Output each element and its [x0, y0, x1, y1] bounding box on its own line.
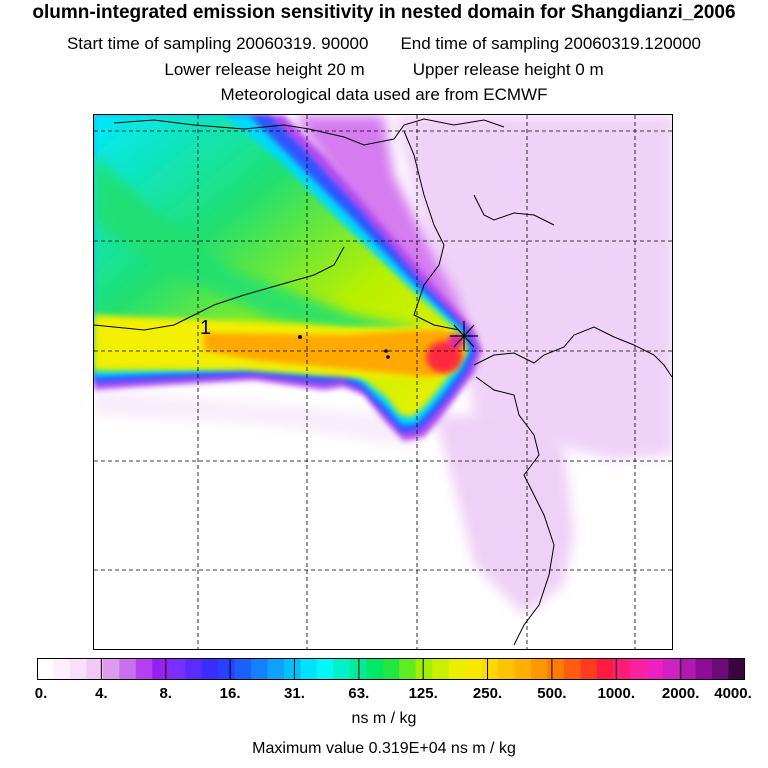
coast-south: [475, 376, 555, 646]
colorbar-tick-label: 16.: [219, 685, 241, 702]
plume-green-stripe: [94, 155, 424, 340]
release-height-line: Lower release height 20 m Upper release h…: [0, 60, 768, 80]
colorbar-cell: [415, 658, 433, 680]
colorbar-cell: [646, 658, 664, 680]
colorbar-cell: [218, 658, 236, 680]
border-west: [94, 246, 345, 331]
met-data-label: Meteorological data used are from ECMWF: [220, 85, 548, 104]
plume-red-core: [426, 341, 462, 373]
colorbar-cell: [69, 658, 87, 680]
colorbar: [37, 658, 745, 680]
colorbar-cell: [168, 658, 186, 680]
colorbar-tick-label: 125.: [408, 685, 438, 702]
end-time-label: End time of sampling 20060319.120000: [400, 34, 702, 53]
colorbar-cell: [283, 658, 302, 680]
sampling-time-line: Start time of sampling 20060319. 90000 En…: [0, 34, 768, 54]
colorbar-cell: [728, 658, 745, 680]
city-dot-1: [298, 335, 302, 339]
lower-release-height-label: Lower release height 20 m: [164, 60, 365, 79]
colorbar-cell: [201, 658, 219, 680]
colorbar-cell: [613, 658, 631, 680]
map-outlines: [94, 118, 672, 646]
colorbar-cell: [399, 658, 417, 680]
colorbar-unit-label: ns m / kg: [351, 710, 417, 727]
colorbar-cell: [333, 658, 351, 680]
colorbar-cell: [596, 658, 614, 680]
colorbar-cell: [712, 658, 730, 680]
release-site-marker: [450, 321, 478, 351]
colorbar-cell: [119, 658, 137, 680]
plume-orange-core: [204, 329, 466, 377]
border-north: [113, 118, 505, 146]
colorbar-cell: [366, 658, 384, 680]
start-time-label: Start time of sampling 20060319. 90000: [66, 34, 369, 53]
map-grid: [94, 115, 672, 649]
colorbar-tick-label: 1000.: [597, 685, 636, 702]
colorbar-tick-label: 250.: [472, 685, 503, 702]
colorbar-frame: [37, 658, 745, 680]
colorbar-cell: [563, 658, 581, 680]
lavender-field: [394, 115, 672, 475]
colorbar-tick-label: 31.: [284, 685, 305, 702]
colorbar-cell: [251, 658, 269, 680]
colorbar-cell: [234, 658, 252, 680]
colorbar-cell: [152, 658, 170, 680]
colorbar-cell: [382, 658, 400, 680]
colorbar-cell: [498, 658, 516, 680]
colorbar-cells: [37, 658, 745, 680]
map-canvas: 1: [94, 115, 672, 649]
border-northeast: [403, 130, 460, 331]
colorbar-cell: [37, 658, 55, 680]
colorbar-cell: [580, 658, 598, 680]
plume-magenta-core: [448, 334, 464, 348]
upper-release-height-label: Upper release height 0 m: [412, 60, 604, 79]
colorbar-tick-label: 4000.: [714, 685, 752, 702]
city-dot-3: [386, 355, 390, 359]
colorbar-tick-label: 63.: [348, 685, 370, 702]
colorbar-tick-lines: [100, 658, 682, 680]
colorbar-cell: [629, 658, 647, 680]
colorbar-cell: [102, 658, 120, 680]
release-number-label: 1: [200, 317, 211, 339]
colorbar-cell: [300, 658, 318, 680]
sensitivity-map: 1: [93, 114, 673, 650]
colorbar-cell: [514, 658, 532, 680]
colorbar-cell: [53, 658, 71, 680]
colorbar-tick-label: 0.: [34, 685, 48, 702]
river-north: [473, 194, 555, 226]
plume: [94, 115, 482, 441]
colorbar-cell: [547, 658, 565, 680]
colorbar-cell: [448, 658, 466, 680]
colorbar-cell: [267, 658, 285, 680]
colorbar-cell: [662, 658, 680, 680]
coast-east: [473, 326, 672, 378]
colorbar-cell: [135, 658, 153, 680]
colorbar-cell: [481, 658, 499, 680]
lavender-field-south: [434, 415, 574, 615]
colorbar-tick-label: 8.: [159, 685, 172, 702]
colorbar-tick-label: 4.: [95, 685, 108, 702]
faint-field-west: [94, 390, 424, 445]
colorbar-tick-label: 500.: [537, 685, 567, 702]
colorbar-cell: [432, 658, 450, 680]
plot-title: olumn-integrated emission sensitivity in…: [32, 2, 736, 23]
colorbar-cell: [679, 658, 697, 680]
colorbar-cell: [185, 658, 203, 680]
maximum-value-label: Maximum value 0.319E+04 ns m / kg: [252, 740, 516, 757]
city-dot-2: [384, 349, 388, 353]
colorbar-cell: [530, 658, 549, 680]
colorbar-tick-label: 2000.: [661, 685, 700, 702]
colorbar-cell: [695, 658, 713, 680]
colorbar-cell: [316, 658, 334, 680]
colorbar-cell: [465, 658, 483, 680]
colorbar-cell: [86, 658, 104, 680]
